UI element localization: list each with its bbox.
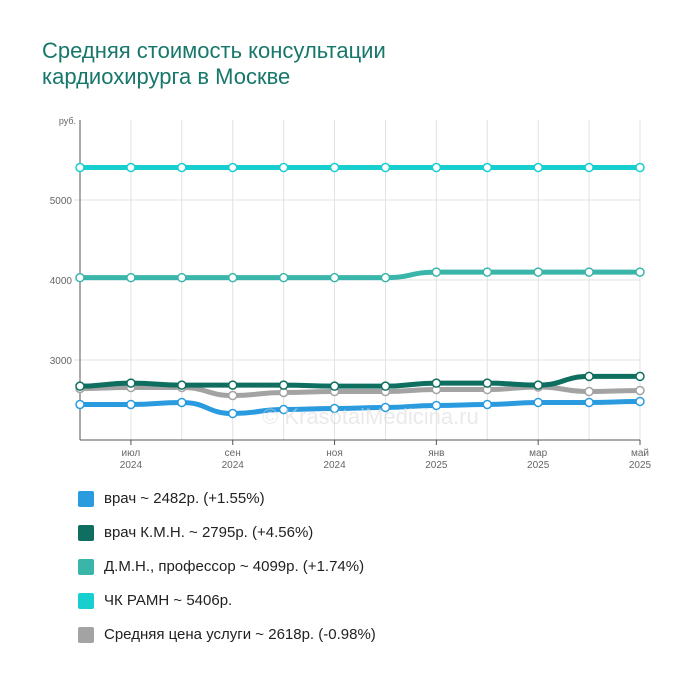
series-point-4 xyxy=(177,397,187,408)
x-tick-label-year: 2024 xyxy=(120,460,143,471)
series-point-0 xyxy=(126,162,136,173)
x-tick-label-year: 2024 xyxy=(222,460,245,471)
series-point-3 xyxy=(75,381,85,391)
series-point-4 xyxy=(227,408,238,419)
series-point-3 xyxy=(278,380,289,390)
series-point-1 xyxy=(533,267,543,277)
series-point-0 xyxy=(227,162,238,173)
series-point-4 xyxy=(584,397,594,408)
watermark: © KrasotaiMedicina.ru xyxy=(262,404,479,429)
legend-label: врач К.М.Н. ~ 2795р. (+4.56%) xyxy=(104,524,314,541)
series-point-3 xyxy=(177,380,187,390)
series-point-1 xyxy=(75,272,85,283)
series-point-4 xyxy=(380,402,391,413)
legend-swatch xyxy=(78,491,94,507)
series-point-0 xyxy=(380,162,391,173)
series-line-1 xyxy=(77,269,643,281)
series-point-1 xyxy=(329,272,340,283)
series-point-3 xyxy=(584,371,594,382)
series-point-3 xyxy=(431,378,442,388)
series-point-3 xyxy=(380,381,391,391)
series-point-1 xyxy=(278,272,289,283)
series-point-2 xyxy=(584,386,594,397)
x-tick-label-month: янв xyxy=(428,448,444,459)
series-point-4 xyxy=(278,404,289,415)
x-tick-label-year: 2024 xyxy=(323,460,346,471)
series-point-0 xyxy=(635,162,645,173)
x-tick-label-year: 2025 xyxy=(629,460,652,471)
series-point-3 xyxy=(533,380,543,390)
series-point-1 xyxy=(227,272,238,283)
series-point-2 xyxy=(227,390,238,401)
series-point-0 xyxy=(533,162,543,173)
chart-title-line-2: кардиохирурга в Москве xyxy=(42,64,291,89)
legend-swatch xyxy=(78,627,94,643)
series-point-1 xyxy=(482,267,493,277)
series-point-1 xyxy=(584,267,594,277)
series-point-0 xyxy=(431,162,442,173)
series-point-3 xyxy=(227,380,238,390)
series-point-3 xyxy=(126,378,136,388)
x-tick-label-year: 2025 xyxy=(425,460,448,471)
series-point-4 xyxy=(635,396,645,407)
legend-swatch xyxy=(78,559,94,575)
series-point-0 xyxy=(75,162,85,173)
y-tick-label: 4000 xyxy=(50,276,73,287)
legend-label: Средняя цена услуги ~ 2618р. (-0.98%) xyxy=(104,626,376,643)
line-chart: руб.300040005000июл2024сен2024ноя2024янв… xyxy=(50,116,652,471)
legend-label: врач ~ 2482р. (+1.55%) xyxy=(104,490,265,507)
series-point-4 xyxy=(533,397,543,408)
series-point-0 xyxy=(177,162,187,173)
series-point-1 xyxy=(177,272,187,283)
series-point-1 xyxy=(431,267,442,277)
x-tick-label-month: сен xyxy=(225,448,241,459)
y-tick-label: 5000 xyxy=(50,196,73,207)
series-point-0 xyxy=(482,162,493,173)
chart-title: Средняя стоимость консультации кардиохир… xyxy=(42,38,642,90)
chart-title-line-1: Средняя стоимость консультации xyxy=(42,38,386,63)
x-tick-label-month: июл xyxy=(122,448,141,459)
y-axis-unit: руб. xyxy=(59,116,76,126)
series-point-2 xyxy=(635,385,645,396)
series-point-4 xyxy=(75,399,85,410)
series-point-0 xyxy=(584,162,594,173)
legend-label: ЧК РАМН ~ 5406р. xyxy=(104,592,233,609)
series-line-3 xyxy=(77,373,643,389)
x-tick-label-month: май xyxy=(631,448,649,459)
series-point-1 xyxy=(126,272,136,283)
series-point-4 xyxy=(329,403,340,414)
series-point-3 xyxy=(329,381,340,391)
legend-swatch xyxy=(78,525,94,541)
series-point-1 xyxy=(380,272,391,283)
series-point-4 xyxy=(431,400,442,411)
series-point-3 xyxy=(635,371,645,382)
series-point-0 xyxy=(329,162,340,173)
x-tick-label-year: 2025 xyxy=(527,460,550,471)
series-point-0 xyxy=(278,162,289,173)
x-tick-label-month: ноя xyxy=(326,448,343,459)
legend-label: Д.М.Н., профессор ~ 4099р. (+1.74%) xyxy=(104,558,365,575)
series-point-4 xyxy=(126,399,136,410)
series-point-4 xyxy=(482,399,493,410)
series-point-3 xyxy=(482,378,493,388)
x-tick-label-month: мар xyxy=(529,448,547,459)
y-tick-label: 3000 xyxy=(50,356,73,367)
legend-swatch xyxy=(78,593,94,609)
series-line-4 xyxy=(77,398,643,417)
series-point-1 xyxy=(635,267,645,277)
